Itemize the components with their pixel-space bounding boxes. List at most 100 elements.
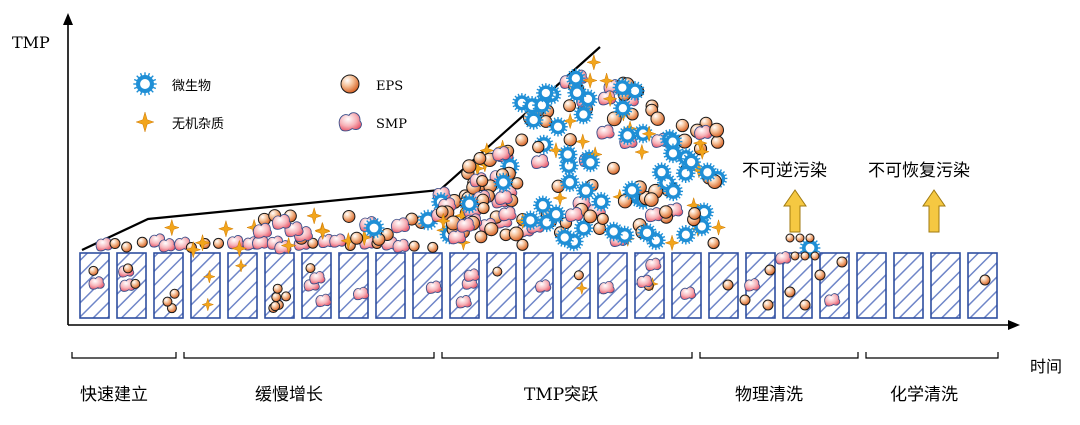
inorganic-sparkle	[280, 236, 297, 255]
eps-particle	[474, 230, 488, 244]
membrane-bar	[856, 252, 887, 319]
stage-brackets	[71, 352, 999, 359]
eps-particle	[508, 226, 524, 242]
microbe	[614, 225, 635, 246]
eps-particle	[596, 212, 609, 225]
eps-particle	[784, 286, 796, 298]
smp-blob	[338, 112, 362, 132]
legend-label-microbe: 微生物	[172, 79, 211, 94]
eps-particle	[805, 233, 815, 243]
membrane-bar	[967, 252, 998, 319]
microbe-icon	[133, 72, 157, 96]
smp-blob	[598, 280, 615, 295]
eps-particle	[799, 299, 811, 311]
microbe	[663, 181, 684, 202]
smp-blob	[353, 286, 370, 301]
eps-particle	[814, 269, 826, 281]
stage-bracket	[441, 352, 693, 359]
membrane-bar	[671, 252, 702, 319]
eps-particle	[281, 291, 292, 302]
smp-blob	[392, 238, 410, 253]
inorganic-sparkle	[586, 53, 602, 71]
up-arrow-icon	[783, 189, 807, 233]
microbe	[662, 131, 683, 152]
smp-blob	[158, 238, 176, 253]
smp-blob	[565, 206, 584, 222]
smp-blob	[694, 124, 713, 140]
smp-blob	[448, 229, 467, 245]
eps-particle	[800, 251, 810, 261]
eps-particle	[169, 288, 180, 299]
stage-bracket	[71, 352, 177, 359]
legend-item-smp: SMP	[338, 112, 407, 132]
microbe	[554, 227, 575, 248]
legend-label-eps: EPS	[376, 79, 403, 94]
inorganic-sparkle	[201, 297, 215, 312]
stage-label-physical-cleaning: 物理清洗	[735, 385, 803, 405]
membrane-bar	[227, 252, 258, 319]
smp-blob	[456, 217, 475, 233]
eps-particle	[722, 279, 734, 291]
eps-particle	[477, 201, 490, 215]
microbe	[133, 72, 157, 96]
microbe	[548, 116, 568, 137]
eps-particle	[350, 231, 364, 245]
inorganic-sparkle	[694, 143, 710, 161]
stage-bracket	[183, 352, 435, 359]
microbe	[617, 125, 638, 146]
eps-particle	[270, 301, 281, 312]
microbe	[567, 83, 587, 103]
smp-blob	[680, 286, 697, 300]
smp-blob	[498, 206, 517, 222]
eps-particle	[563, 133, 577, 147]
inorganic-sparkle	[575, 133, 591, 151]
eps-particle	[795, 233, 805, 243]
x-axis-arrow-icon	[1008, 320, 1020, 330]
eps-particle	[563, 99, 577, 113]
annotation-irreversible: 不可逆污染	[742, 161, 827, 233]
eps-particle	[515, 133, 529, 147]
smp-blob	[775, 251, 792, 265]
eps-particle	[764, 264, 776, 276]
smp-blob	[824, 293, 841, 307]
legend-item-eps: EPS	[340, 74, 403, 94]
microbe	[663, 143, 683, 164]
inorganic-sparkle	[202, 269, 216, 284]
eps-particle	[532, 140, 545, 154]
microbe	[520, 210, 541, 231]
inorganic-sparkle-icon	[135, 111, 155, 133]
microbe	[651, 162, 672, 182]
legend-item-inorganic: 无机杂质	[135, 111, 224, 133]
inorganic-sparkle	[599, 72, 615, 90]
legend-label-inorganic: 无机杂质	[172, 117, 224, 132]
tmp-curve	[81, 46, 601, 251]
microbe	[573, 104, 594, 125]
smp-blob	[744, 278, 761, 292]
eps-particle	[435, 205, 449, 219]
eps-particle	[644, 192, 659, 207]
smp-blob	[596, 124, 615, 140]
inorganic-sparkle	[135, 111, 155, 133]
microbe	[681, 152, 701, 172]
microbe	[557, 144, 578, 165]
eps-particle	[427, 241, 439, 253]
x-axis-label: 时间	[1030, 357, 1062, 376]
inorganic-sparkle	[217, 219, 234, 238]
annotation-irrecoverable: 不可恢复污染	[868, 161, 970, 233]
smp-blob	[88, 276, 105, 290]
eps-particle-icon	[340, 74, 360, 94]
eps-particle	[408, 240, 420, 252]
stage-label-rapid-build: 快速建立	[80, 385, 148, 405]
inorganic-sparkle	[634, 143, 650, 161]
inorganic-sparkle	[548, 141, 564, 159]
microbe	[676, 225, 696, 245]
stage-bracket	[699, 352, 859, 359]
legend: 微生物 EPS 无机杂质 SMP	[133, 72, 407, 133]
inorganic-sparkle	[234, 258, 248, 273]
inorganic-sparkle	[710, 218, 727, 237]
microbe	[546, 204, 566, 225]
eps-particle	[473, 152, 487, 165]
microbe	[580, 152, 601, 173]
eps-particle	[607, 161, 620, 175]
eps-particle	[462, 159, 477, 174]
